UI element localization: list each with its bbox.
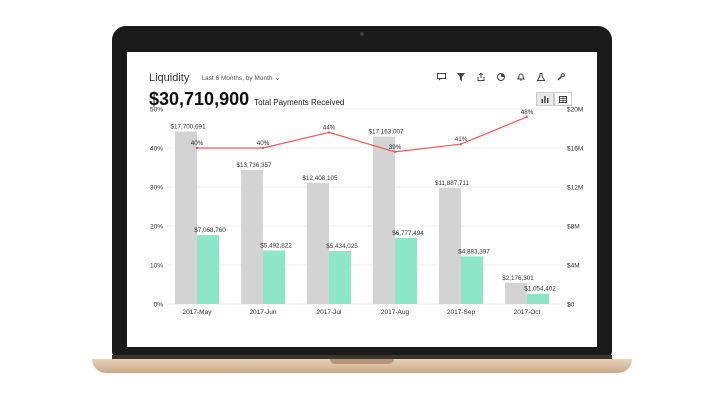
toolbar [431,70,571,84]
y-right-tick-label: $12M [567,185,583,192]
ratio-line [197,116,528,153]
bar-total [373,136,395,304]
comment-icon[interactable] [431,70,451,84]
bar-received-label: $7,068,760 [194,227,226,234]
bar-total [175,131,197,304]
view-toggle [536,92,572,106]
ratio-label: 40% [257,140,270,147]
summary: $30,710,900 Total Payments Received [149,89,344,110]
laptop-lid: Liquidity Last 6 Months, by Month ⌄ [112,26,612,356]
x-tick-label: 2017-May [183,309,213,316]
bar-received-label: $5,492,822 [260,242,292,249]
wrench-icon[interactable] [551,70,571,84]
ratio-point [261,146,265,150]
ratio-label: 40% [191,140,204,147]
laptop-base [92,359,632,373]
y-right-tick-label: $4M [567,263,580,270]
x-tick-label: 2017-Oct [514,309,541,316]
ratio-point [393,150,397,154]
bar-received [461,256,483,304]
camera [360,32,364,36]
y-left-tick-label: 20% [150,224,163,231]
bar-received-label: $1,054,402 [524,286,556,293]
bar-total-label: $2,176,301 [502,275,534,282]
bar-total-label: $12,408,105 [302,175,338,182]
bar-received [329,251,351,304]
x-tick-label: 2017-Jun [249,309,276,316]
x-tick-label: 2017-Sep [447,309,476,316]
ratio-point [525,115,529,118]
total-amount: $30,710,900 [149,89,250,109]
bar-total-label: $17,700,691 [170,123,206,130]
y-left-tick-label: 0% [154,302,164,309]
bar-received [527,293,549,304]
bar-total [439,188,461,304]
bar-total [241,170,263,304]
ratio-label: 41% [455,136,468,143]
bar-total [307,183,329,304]
ratio-label: 48% [521,109,534,116]
bar-received [197,235,219,304]
y-left-tick-label: 50% [150,107,163,114]
bar-chart-icon[interactable] [536,92,554,106]
laptop-hinge [112,355,612,359]
pie-icon[interactable] [491,70,511,84]
period-dropdown[interactable]: Last 6 Months, by Month [201,74,273,82]
laptop-notch [330,359,394,364]
bar-received-label: $5,434,025 [326,243,358,250]
chevron-down-icon[interactable]: ⌄ [274,75,281,82]
bar-received [395,237,417,304]
bar-total-label: $11,887,711 [435,180,470,187]
widget-title: Liquidity [149,72,190,84]
bar-total [505,282,527,304]
ratio-point [195,146,199,150]
y-right-tick-label: $8M [567,224,580,231]
ratio-label: 39% [389,144,402,151]
bar-received [263,250,285,304]
y-right-tick-label: $0 [567,302,575,309]
bar-total-label: $17,163,007 [368,129,404,136]
x-tick-label: 2017-Aug [381,309,410,316]
liquidity-chart: 0% $0 10% $4M 20% $8M 30% $12M 40% $16M 50% $20M $17… [150,107,583,317]
ratio-point [327,131,331,134]
bar-received-label: $6,777,494 [392,230,424,237]
y-left-tick-label: 10% [150,263,163,270]
screen: Liquidity Last 6 Months, by Month ⌄ [127,52,597,347]
ratio-point [459,142,463,146]
bell-icon[interactable] [511,70,531,84]
ratio-label: 44% [323,124,336,131]
flask-icon[interactable] [531,70,551,84]
y-right-tick-label: $16M [567,146,583,153]
share-icon[interactable] [471,70,491,84]
widget-header: Liquidity Last 6 Months, by Month ⌄ [149,70,280,86]
table-icon[interactable] [554,92,572,106]
x-tick-label: 2017-Jul [317,309,342,316]
y-left-tick-label: 30% [150,185,163,192]
total-label: Total Payments Received [254,98,345,107]
y-right-tick-label: $20M [567,107,583,114]
bar-received-label: $4,883,397 [458,248,490,255]
filter-icon[interactable] [451,70,471,84]
bar-total-label: $13,736,357 [236,162,272,169]
y-left-tick-label: 40% [150,146,163,153]
